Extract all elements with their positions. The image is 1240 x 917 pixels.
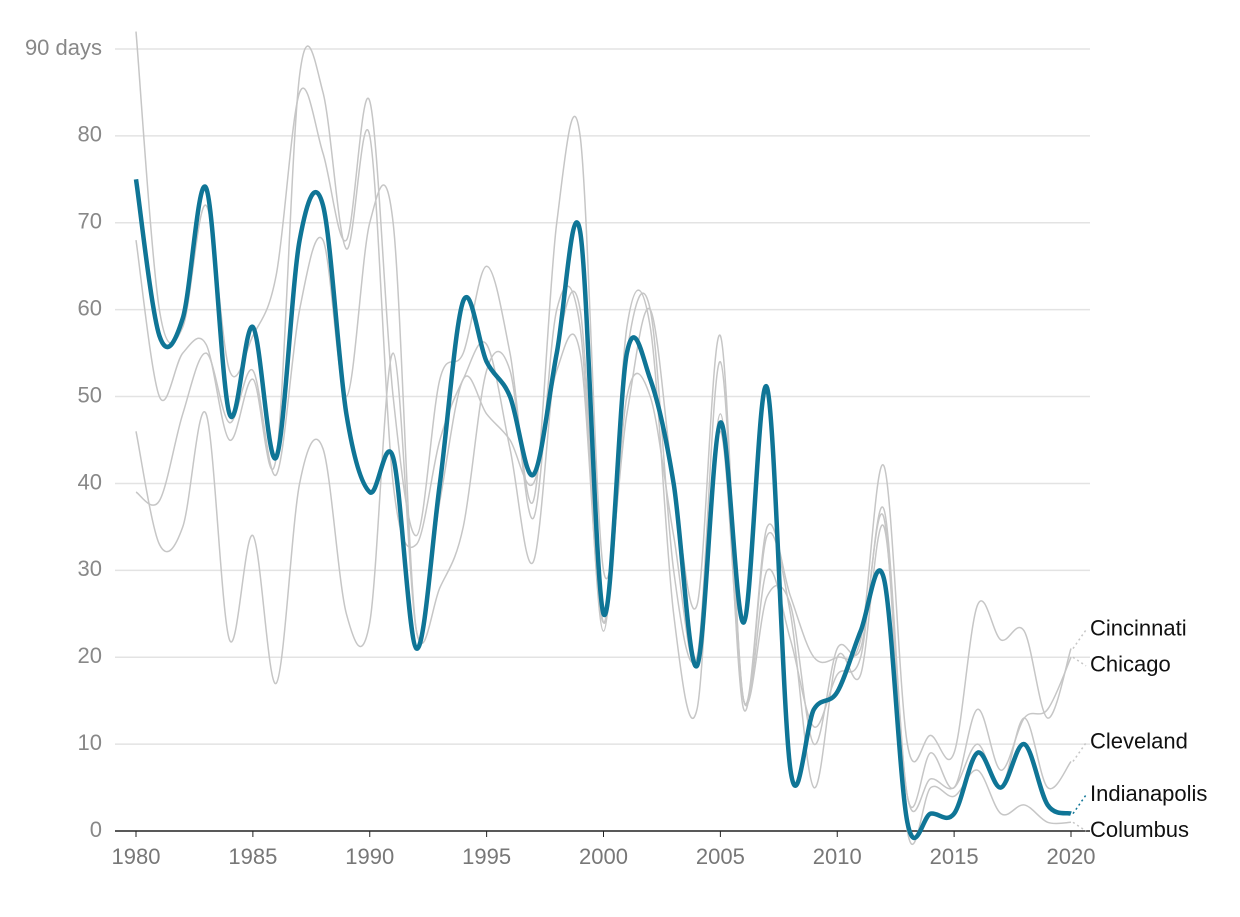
y-tick-label: 50	[78, 382, 102, 407]
x-tick-label: 1980	[112, 844, 161, 869]
x-tick-label: 1990	[345, 844, 394, 869]
x-tick-label: 1985	[228, 844, 277, 869]
x-tick-label: 2020	[1047, 844, 1096, 869]
series-label: Cincinnati	[1090, 616, 1187, 641]
y-tick-label: 40	[78, 469, 102, 494]
series-line	[135, 45, 1072, 808]
series-label: Indianapolis	[1090, 781, 1207, 806]
series-line	[135, 285, 1072, 813]
series-label: Columbus	[1090, 817, 1189, 842]
y-tick-label: 90 days	[25, 35, 102, 60]
x-tick-label: 2010	[813, 844, 862, 869]
series-line	[135, 31, 1072, 763]
label-connector	[1072, 821, 1087, 832]
x-tick-label: 2015	[930, 844, 979, 869]
series-label: Cleveland	[1090, 729, 1188, 754]
series-label: Chicago	[1090, 652, 1171, 677]
x-tick-label: 2000	[579, 844, 628, 869]
y-tick-label: 0	[90, 817, 102, 842]
y-tick-label: 20	[78, 643, 102, 668]
y-tick-label: 60	[78, 295, 102, 320]
y-tick-label: 30	[78, 556, 102, 581]
label-connector	[1072, 656, 1087, 667]
y-tick-label: 70	[78, 209, 102, 234]
series-line	[135, 184, 1072, 845]
series-line	[133, 179, 1072, 841]
label-connector	[1072, 629, 1087, 649]
label-connector	[1072, 742, 1087, 762]
y-tick-label: 80	[78, 122, 102, 147]
y-tick-label: 10	[78, 730, 102, 755]
x-tick-label: 1995	[462, 844, 511, 869]
x-tick-label: 2005	[696, 844, 745, 869]
label-connector	[1072, 794, 1087, 815]
